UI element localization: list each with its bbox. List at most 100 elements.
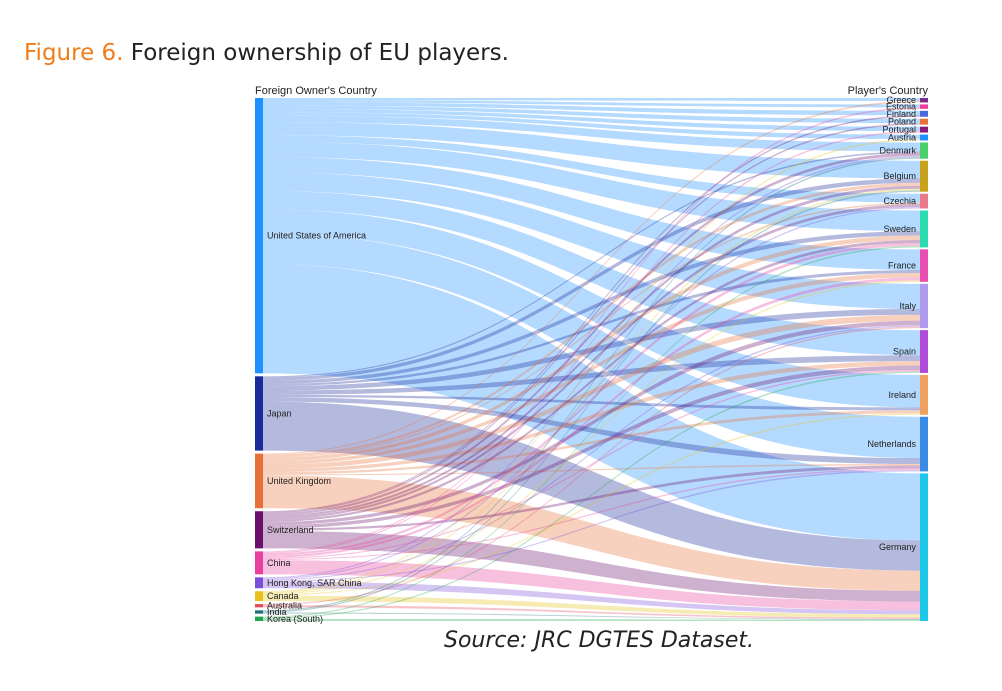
target-node-sweden[interactable] xyxy=(920,210,928,248)
source-node-hong-kong-sar-china[interactable] xyxy=(255,577,263,589)
link-korea-south-to-sweden xyxy=(263,245,920,618)
link-united-states-of-america-to-finland xyxy=(263,102,920,116)
target-label-finland: Finland xyxy=(886,109,916,119)
target-label-germany: Germany xyxy=(879,542,917,552)
link-hong-kong-sar-china-to-germany xyxy=(263,581,920,615)
source-node-japan[interactable] xyxy=(255,376,263,451)
link-china-to-france xyxy=(263,277,920,558)
figure-label: Figure 6. xyxy=(24,40,124,66)
link-switzerland-to-netherlands xyxy=(263,465,920,531)
sankey-labels: United States of America Japan United King… xyxy=(267,95,916,624)
target-node-austria[interactable] xyxy=(920,134,928,141)
target-label-estonia: Estonia xyxy=(886,102,916,112)
link-china-to-germany xyxy=(263,560,920,611)
target-node-portugal[interactable] xyxy=(920,126,928,133)
sankey-links xyxy=(263,98,920,621)
link-united-states-of-america-to-netherlands xyxy=(263,233,920,459)
link-australia-to-italy xyxy=(263,326,920,606)
source-node-china[interactable] xyxy=(255,551,263,575)
sankey-nodes xyxy=(255,98,928,621)
source-note: Source: JRC DGTES Dataset. xyxy=(444,628,755,653)
source-label-hong-kong-sar-china: Hong Kong, SAR China xyxy=(267,578,362,588)
link-united-states-of-america-to-spain xyxy=(263,190,920,356)
link-canada-to-germany xyxy=(263,595,920,618)
target-node-denmark[interactable] xyxy=(920,142,928,159)
link-united-states-of-america-to-denmark xyxy=(263,115,920,152)
link-china-to-estonia xyxy=(263,107,920,553)
target-label-sweden: Sweden xyxy=(883,224,916,234)
source-node-canada[interactable] xyxy=(255,591,263,602)
target-label-belgium: Belgium xyxy=(883,171,916,181)
target-node-italy[interactable] xyxy=(920,283,928,329)
link-united-states-of-america-to-sweden xyxy=(263,141,920,232)
link-canada-to-france xyxy=(263,280,920,595)
link-japan-to-germany xyxy=(263,401,920,571)
target-node-france[interactable] xyxy=(920,249,928,282)
link-switzerland-to-finland xyxy=(263,115,920,513)
target-node-spain[interactable] xyxy=(920,330,928,373)
link-korea-south-to-spain xyxy=(263,371,920,619)
link-india-to-germany xyxy=(263,612,920,620)
link-united-states-of-america-to-poland xyxy=(263,105,920,124)
link-united-states-of-america-to-greece xyxy=(263,98,920,101)
source-node-united-kingdom[interactable] xyxy=(255,453,263,509)
source-node-australia[interactable] xyxy=(255,604,263,608)
source-label-china: China xyxy=(267,558,291,568)
target-label-czechia: Czechia xyxy=(883,196,916,206)
link-united-kingdom-to-sweden xyxy=(263,235,920,462)
link-united-states-of-america-to-france xyxy=(263,156,920,271)
link-japan-to-sweden xyxy=(263,231,920,384)
target-label-netherlands: Netherlands xyxy=(867,439,916,449)
link-united-kingdom-to-belgium xyxy=(263,182,920,457)
source-node-india[interactable] xyxy=(255,610,263,614)
target-node-czechia[interactable] xyxy=(920,193,928,209)
target-node-finland[interactable] xyxy=(920,110,928,117)
source-label-korea-south: Korea (South) xyxy=(267,614,323,624)
link-united-states-of-america-to-czechia xyxy=(263,135,920,203)
link-switzerland-to-sweden xyxy=(263,239,920,523)
link-india-to-belgium xyxy=(263,190,920,613)
target-node-belgium[interactable] xyxy=(920,160,928,192)
link-korea-south-to-germany xyxy=(263,618,920,621)
link-japan-to-france xyxy=(263,270,920,387)
target-node-germany[interactable] xyxy=(920,473,928,621)
target-label-portugal: Portugal xyxy=(882,125,916,135)
link-australia-to-germany xyxy=(263,605,920,619)
target-node-greece[interactable] xyxy=(920,98,928,103)
link-japan-to-netherlands xyxy=(263,397,920,465)
link-united-kingdom-to-netherlands xyxy=(263,464,920,476)
link-united-states-of-america-to-estonia xyxy=(263,100,920,108)
link-japan-to-italy xyxy=(263,308,920,391)
target-label-italy: Italy xyxy=(899,301,916,311)
target-node-ireland[interactable] xyxy=(920,374,928,415)
source-node-switzerland[interactable] xyxy=(255,511,263,549)
target-node-estonia[interactable] xyxy=(920,104,928,109)
target-node-netherlands[interactable] xyxy=(920,416,928,472)
source-node-united-states-of-america[interactable] xyxy=(255,98,263,374)
left-axis-header: Foreign Owner's Country xyxy=(255,85,377,97)
link-japan-to-denmark xyxy=(263,151,920,378)
link-hong-kong-sar-china-to-netherlands xyxy=(263,469,920,582)
link-switzerland-to-denmark xyxy=(263,152,920,516)
link-united-states-of-america-to-germany xyxy=(263,264,920,541)
link-united-kingdom-to-france xyxy=(263,272,920,465)
link-china-to-portugal xyxy=(263,131,920,554)
link-china-to-spain xyxy=(263,369,920,560)
link-united-states-of-america-to-austria xyxy=(263,112,920,139)
link-canada-to-ireland xyxy=(263,413,920,596)
link-united-kingdom-to-germany xyxy=(263,475,920,591)
figure-caption: Figure 6. Foreign ownership of EU player… xyxy=(24,40,509,66)
source-node-korea-south[interactable] xyxy=(255,616,263,621)
link-hong-kong-sar-china-to-italy xyxy=(263,325,920,581)
link-united-kingdom-to-greece xyxy=(263,100,920,455)
target-node-poland[interactable] xyxy=(920,118,928,125)
link-switzerland-to-poland xyxy=(263,123,920,514)
link-china-to-netherlands xyxy=(263,468,920,561)
link-united-states-of-america-to-ireland xyxy=(263,209,920,408)
target-label-greece: Greece xyxy=(886,95,916,105)
target-label-denmark: Denmark xyxy=(879,146,916,156)
link-united-states-of-america-to-portugal xyxy=(263,108,920,132)
source-label-japan: Japan xyxy=(267,408,292,418)
target-label-france: France xyxy=(888,261,916,271)
